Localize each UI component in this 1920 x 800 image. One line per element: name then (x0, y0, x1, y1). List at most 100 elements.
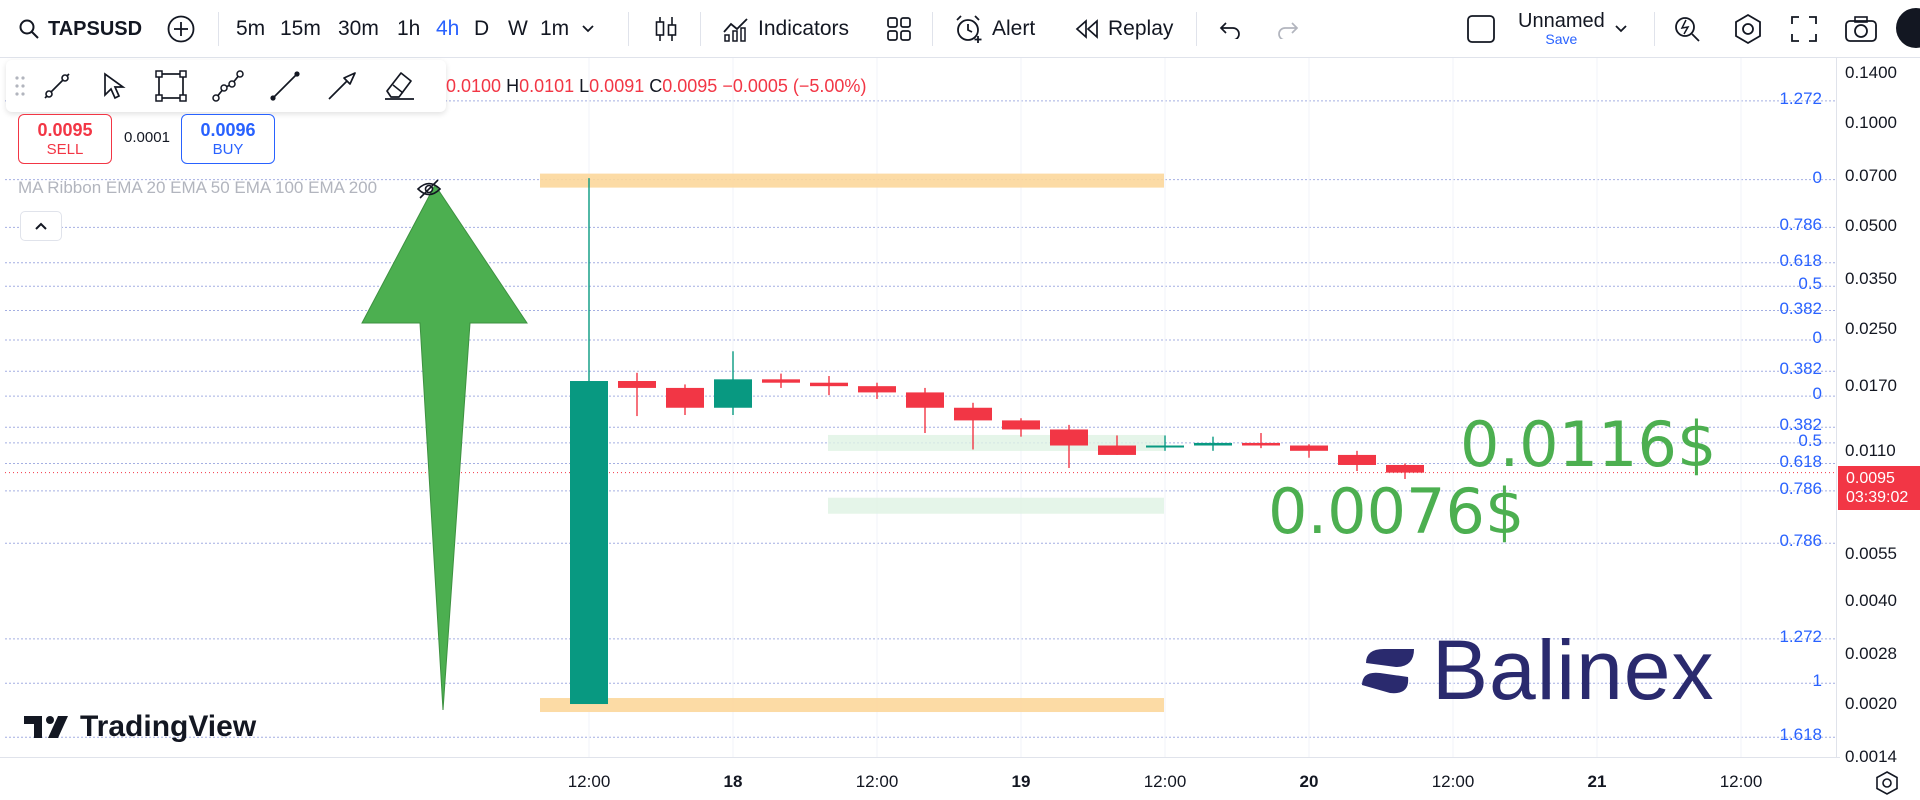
fib-level-label: 0 (1812, 328, 1822, 347)
rewind-icon (1075, 19, 1098, 39)
chevron-down-icon (1615, 25, 1627, 33)
candle-body[interactable] (810, 382, 848, 387)
price-axis-tick: 0.0170 (1845, 376, 1897, 396)
candle-body[interactable] (954, 407, 992, 421)
fib-level-label: 0.382 (1779, 359, 1822, 379)
candle-body[interactable] (1050, 429, 1088, 446)
chart-type-button[interactable] (654, 0, 678, 58)
layout-toggle[interactable] (1466, 0, 1496, 58)
up-arrow-drawing[interactable] (361, 184, 528, 711)
templates-button[interactable] (886, 0, 912, 58)
candle-body[interactable] (666, 387, 704, 408)
avatar[interactable] (1896, 8, 1920, 48)
candle-body[interactable] (1098, 445, 1136, 455)
timeframe-1m[interactable]: 1m (540, 17, 570, 40)
eraser-tool[interactable] (370, 60, 427, 112)
undo-button[interactable] (1218, 0, 1242, 58)
tradingview-logo[interactable]: TradingView (24, 710, 256, 744)
candle-body[interactable] (906, 392, 944, 408)
alert-label: Alert (992, 17, 1036, 40)
buy-button[interactable]: 0.0096 BUY (181, 114, 275, 164)
candle-body[interactable] (762, 379, 800, 383)
fib-level-label: 0.382 (1779, 415, 1822, 435)
timeframe-4h[interactable]: 4h (436, 17, 460, 40)
sell-price: 0.0095 (37, 120, 93, 141)
candle-body[interactable] (858, 386, 896, 393)
compare-symbol-button[interactable] (166, 0, 196, 58)
select-tool[interactable] (85, 60, 142, 112)
timeframe-15m[interactable]: 15m (280, 17, 321, 40)
candle-body[interactable] (1386, 464, 1424, 473)
path-tool[interactable] (199, 60, 256, 112)
alert-button[interactable]: Alert (954, 0, 1035, 58)
replay-button[interactable]: Replay (1074, 0, 1173, 58)
candle-body[interactable] (570, 381, 608, 705)
rectangle-tool[interactable] (142, 60, 199, 112)
fib-level-label: 1 (1812, 671, 1822, 691)
chevron-down-icon[interactable] (580, 21, 596, 37)
bottom-zone[interactable] (540, 698, 1164, 713)
timeframe-1h[interactable]: 1h (397, 17, 421, 40)
fib-level-label: 0.618 (1779, 250, 1822, 270)
arrow-tool[interactable] (313, 60, 370, 112)
timeframe-d[interactable]: D (474, 17, 490, 40)
fullscreen-icon (1791, 16, 1817, 42)
snapshot-button[interactable] (1844, 0, 1878, 58)
plus-circle-icon (167, 15, 195, 43)
indicator-legend[interactable]: MA Ribbon EMA 20 EMA 50 EMA 100 EMA 200 (18, 178, 378, 197)
timeframe-30m[interactable]: 30m (338, 17, 379, 40)
candle-body[interactable] (1002, 420, 1040, 430)
search-icon (19, 19, 39, 39)
price-chart[interactable] (0, 0, 1836, 757)
timeframe-w[interactable]: W (508, 17, 528, 40)
candle-body[interactable] (1338, 454, 1376, 465)
axis-settings-icon[interactable] (1874, 770, 1900, 796)
symbol-search-button[interactable]: TAPSUSD (18, 0, 142, 58)
drag-handle[interactable] (12, 60, 28, 112)
close-key: C (649, 76, 663, 96)
collapse-legend-button[interactable] (20, 211, 62, 241)
indicators-button[interactable]: Indicators (722, 0, 849, 58)
candle-body[interactable] (1146, 445, 1184, 448)
redo-button[interactable] (1276, 0, 1300, 58)
candle-body[interactable] (1290, 445, 1328, 451)
time-axis-tick: 20 (1299, 772, 1319, 791)
high-value: 0.0101 (519, 76, 575, 96)
line-tool[interactable] (256, 60, 313, 112)
price-axis[interactable]: 0.1400 0.1000 0.0700 0.0500 0.0350 0.0250 0.01… (1836, 58, 1920, 766)
fib-level-label: 0.5 (1798, 274, 1822, 294)
candle-body[interactable] (618, 381, 656, 388)
drawing-toolbar (6, 60, 446, 112)
eye-off-icon[interactable] (416, 178, 442, 200)
candle-body[interactable] (1194, 442, 1232, 446)
lower-price-annotation[interactable]: 0.0076$ (1268, 475, 1525, 548)
lower-target-zone (828, 497, 1164, 514)
arrow-drawing (361, 184, 528, 711)
time-axis[interactable]: 12:00 18 12:00 19 12:00 20 12:00 21 12:00 (0, 757, 1840, 800)
fib-level-label: 0 (1812, 384, 1822, 404)
grip-icon (15, 76, 25, 96)
sell-button[interactable]: 0.0095 SELL (18, 114, 112, 164)
fib-level-label: 0.5 (1798, 430, 1822, 450)
timeframe-5m[interactable]: 5m (236, 17, 266, 40)
price-axis-tick: 0.0500 (1845, 215, 1897, 235)
trend-line-tool[interactable] (28, 60, 85, 112)
fib-level-label: 0.618 (1779, 451, 1822, 471)
time-axis-tick: 12:00 (1143, 772, 1187, 791)
candles-icon (655, 17, 677, 41)
buy-label: BUY (212, 140, 244, 158)
symbol-name: TAPSUSD (48, 17, 143, 40)
balinex-wordmark: Balinex (1432, 623, 1715, 717)
upper-price-annotation[interactable]: 0.0116$ (1460, 408, 1717, 481)
candle-body[interactable] (714, 379, 752, 408)
candle-body[interactable] (1242, 442, 1280, 446)
save-link[interactable]: Save (1545, 31, 1578, 48)
fullscreen-button[interactable] (1790, 0, 1818, 58)
fib-level-label: 0.786 (1779, 478, 1822, 498)
layout-menu[interactable]: Unnamed Save (1518, 0, 1629, 58)
quick-search-button[interactable] (1672, 0, 1702, 58)
settings-button[interactable] (1732, 0, 1764, 58)
balinex-mark-icon (1362, 648, 1414, 693)
fib-level-label: 0.786 (1779, 531, 1822, 551)
top-zone[interactable] (540, 173, 1164, 188)
